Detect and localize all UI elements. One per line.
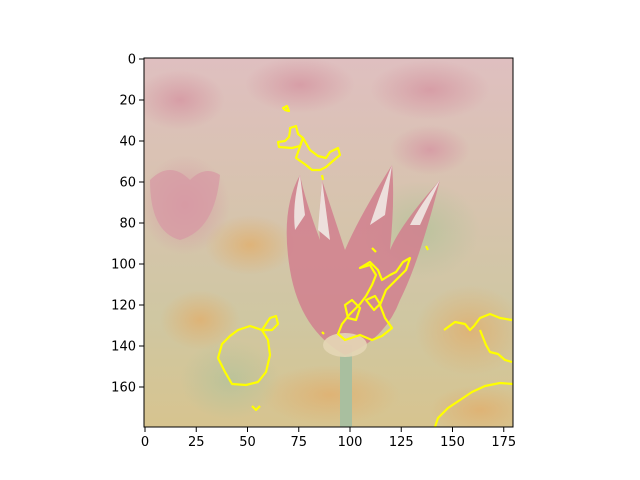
x-axis: 0 25 50 75 100 125 150 175 (141, 427, 516, 450)
y-tick-label: 140 (111, 340, 136, 355)
x-tick-label: 125 (389, 435, 414, 450)
y-tick-label: 100 (111, 258, 136, 273)
y-tick-label: 80 (119, 217, 136, 232)
y-axis: 0 20 40 60 80 100 120 140 160 (111, 53, 144, 396)
y-tick-label: 60 (119, 176, 136, 191)
y-tick-label: 160 (111, 381, 136, 396)
axes-frame (143, 57, 514, 428)
y-tick-label: 0 (128, 53, 136, 68)
x-tick-label: 100 (338, 435, 363, 450)
x-tick-label: 175 (491, 435, 516, 450)
x-tick-label: 75 (290, 435, 307, 450)
tulip (286, 165, 440, 357)
y-tick-label: 40 (119, 135, 136, 150)
y-tick-label: 20 (119, 94, 136, 109)
x-tick-label: 150 (440, 435, 465, 450)
x-tick-label: 0 (141, 435, 149, 450)
y-tick-label: 120 (111, 299, 136, 314)
contour-lines (216, 104, 513, 427)
x-tick-label: 25 (188, 435, 205, 450)
x-tick-label: 50 (239, 435, 256, 450)
background-photo (144, 58, 513, 427)
